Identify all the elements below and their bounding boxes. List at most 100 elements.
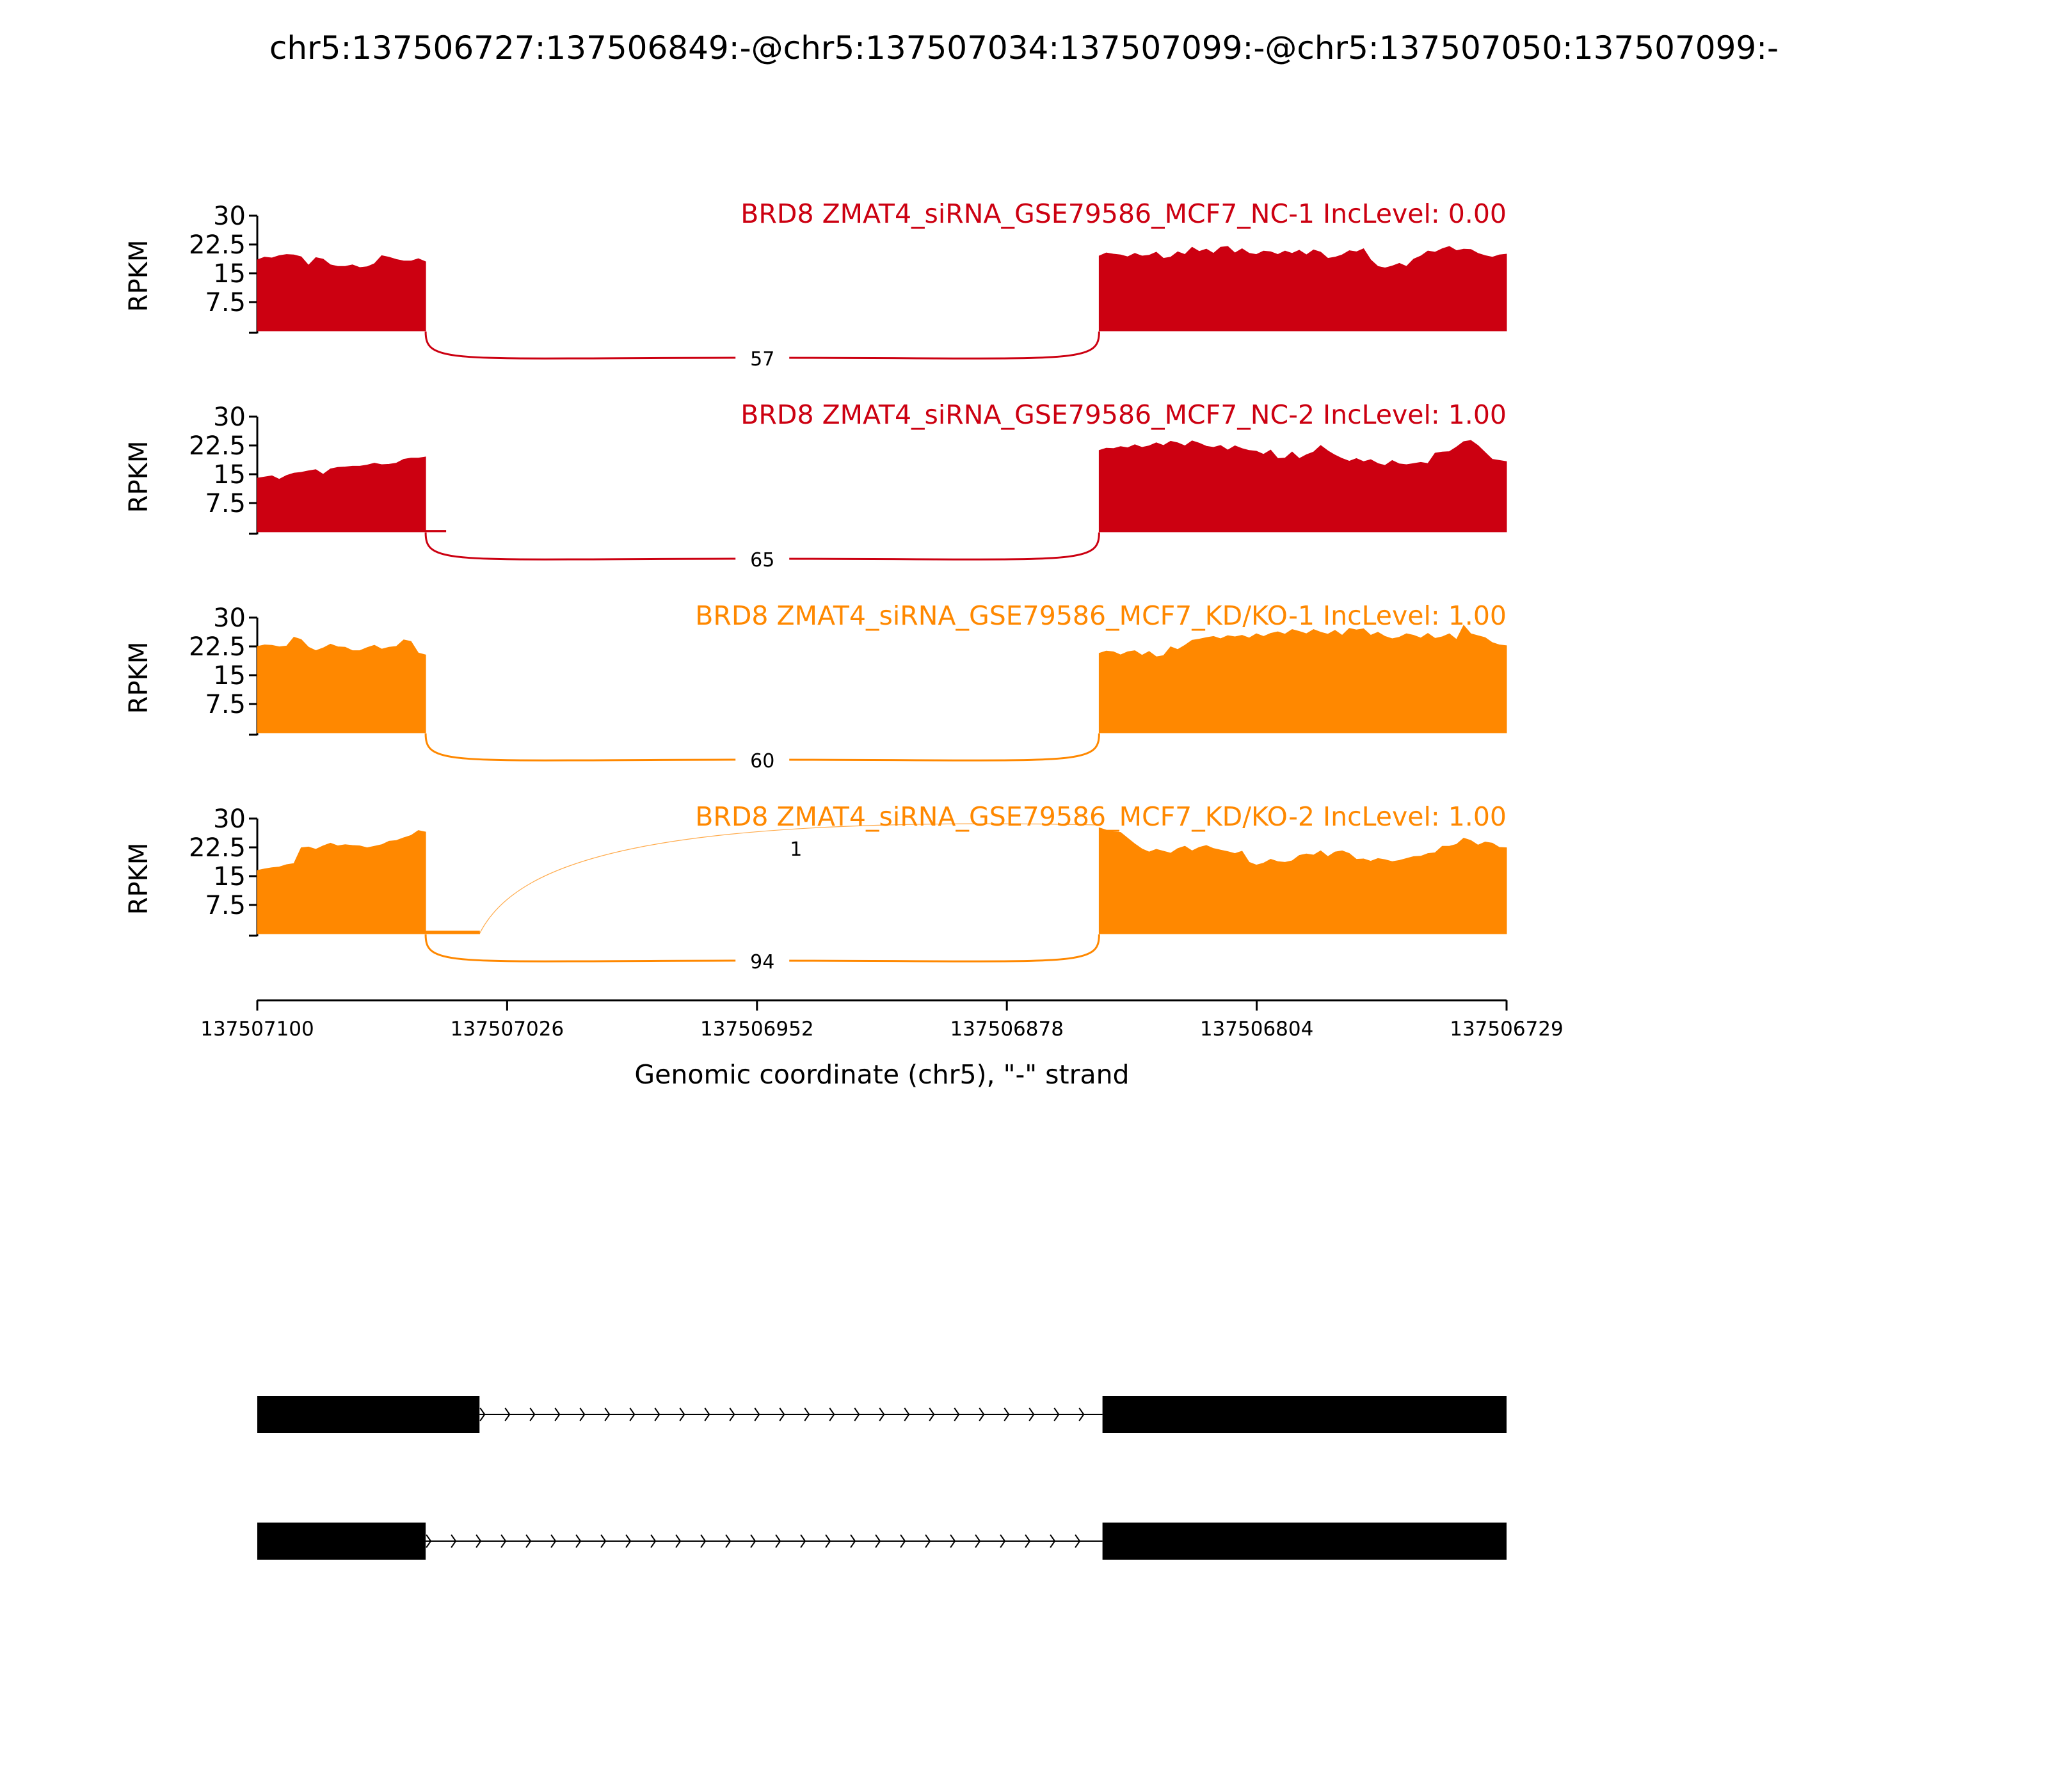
coverage-exon-lead [425, 530, 447, 532]
strand-arrow-mark [729, 1407, 735, 1421]
track-1-label: BRD8 ZMAT4_siRNA_GSE79586_MCF7_NC-1 IncL… [740, 198, 1507, 229]
strand-arrow-mark [704, 1407, 710, 1421]
y-tick-label: 30 [213, 202, 246, 231]
y-tick-label: 7.5 [205, 690, 246, 719]
strand-arrow-mark [426, 1534, 432, 1548]
y-tick-label: 30 [213, 604, 246, 633]
strand-arrow-mark [954, 1407, 960, 1421]
junction-count-label: 94 [750, 951, 774, 973]
strand-arrow-mark [750, 1534, 756, 1548]
strand-arrow-mark [600, 1534, 607, 1548]
strand-arrow-mark [550, 1534, 557, 1548]
y-axis-label: RPKM [124, 843, 154, 915]
coverage-exon-left [257, 254, 426, 332]
strand-arrow-mark [504, 1407, 511, 1421]
strand-arrow-mark [1000, 1534, 1006, 1548]
strand-arrow-mark [675, 1534, 682, 1548]
track-4: BRD8 ZMAT4_siRNA_GSE79586_MCF7_KD/KO-2 I… [124, 801, 1507, 973]
coverage-exon-lead [425, 931, 480, 934]
strand-arrow-mark [1025, 1534, 1031, 1548]
strand-arrow-mark [1004, 1407, 1010, 1421]
strand-arrow-mark [975, 1534, 981, 1548]
coverage-exon-left [257, 456, 426, 532]
strand-arrow-mark [775, 1534, 781, 1548]
strand-arrow-mark [625, 1534, 632, 1548]
junction-count-label: 57 [750, 348, 774, 371]
coverage-exon-left [257, 830, 426, 934]
figure-title: chr5:137506727:137506849:-@chr5:13750703… [269, 29, 1779, 67]
track-2: BRD8 ZMAT4_siRNA_GSE79586_MCF7_NC-2 IncL… [124, 399, 1507, 572]
y-axis-label: RPKM [124, 441, 154, 513]
x-tick-label: 137507026 [451, 1018, 564, 1041]
isoform-1 [257, 1396, 1507, 1433]
y-tick-label: 30 [213, 804, 246, 834]
y-tick-label: 15 [213, 460, 246, 490]
strand-arrow-mark [679, 1407, 685, 1421]
exon-block [257, 1523, 426, 1560]
x-axis-label: Genomic coordinate (chr5), "-" strand [634, 1059, 1129, 1090]
strand-arrow-mark [875, 1534, 881, 1548]
track-1: BRD8 ZMAT4_siRNA_GSE79586_MCF7_NC-1 IncL… [124, 198, 1507, 371]
junction-count-label: 1 [790, 838, 802, 861]
y-tick-label: 7.5 [205, 891, 246, 920]
track-2-label: BRD8 ZMAT4_siRNA_GSE79586_MCF7_NC-2 IncL… [740, 399, 1507, 430]
strand-arrow-mark [829, 1407, 835, 1421]
junction-count-box [735, 746, 790, 771]
strand-arrow-mark [1050, 1534, 1056, 1548]
track-3: BRD8 ZMAT4_siRNA_GSE79586_MCF7_KD/KO-1 I… [124, 600, 1507, 772]
y-tick-label: 15 [213, 862, 246, 892]
y-tick-label: 15 [213, 661, 246, 691]
track-3-label: BRD8 ZMAT4_siRNA_GSE79586_MCF7_KD/KO-1 I… [695, 600, 1507, 631]
strand-arrow-mark [579, 1407, 586, 1421]
junction-count-label: 60 [750, 750, 774, 772]
x-tick-label: 137506804 [1200, 1018, 1314, 1041]
strand-arrow-mark [500, 1534, 507, 1548]
y-axis-label: RPKM [124, 240, 154, 312]
strand-arrow-mark [754, 1407, 760, 1421]
strand-arrow-mark [825, 1534, 831, 1548]
strand-arrow-mark [879, 1407, 885, 1421]
coverage-exon-right [1098, 246, 1507, 332]
x-tick-label: 137506729 [1450, 1018, 1564, 1041]
y-tick-label: 7.5 [205, 288, 246, 317]
exon-block [1102, 1396, 1507, 1433]
strand-arrow-mark [529, 1407, 536, 1421]
isoform-2 [257, 1523, 1507, 1560]
coverage-exon-left [257, 637, 426, 733]
junction-count-box [735, 947, 790, 972]
strand-arrow-mark [1078, 1407, 1085, 1421]
strand-arrow-mark [979, 1407, 985, 1421]
strand-arrow-mark [650, 1534, 657, 1548]
gene-model [257, 1396, 1507, 1560]
strand-arrow-mark [854, 1407, 860, 1421]
y-tick-label: 22.5 [189, 431, 246, 461]
x-tick-label: 137506952 [700, 1018, 814, 1041]
strand-arrow-mark [925, 1534, 931, 1548]
y-tick-label: 15 [213, 259, 246, 289]
y-tick-label: 22.5 [189, 230, 246, 260]
y-tick-label: 7.5 [205, 489, 246, 518]
strand-arrow-mark [604, 1407, 611, 1421]
strand-arrow-mark [900, 1534, 906, 1548]
strand-arrow-mark [476, 1534, 482, 1548]
x-tick-label: 137506878 [950, 1018, 1064, 1041]
strand-arrow-mark [1053, 1407, 1060, 1421]
strand-arrow-mark [629, 1407, 636, 1421]
strand-arrow-mark [654, 1407, 660, 1421]
exon-block [1102, 1523, 1507, 1560]
x-axis: Genomic coordinate (chr5), "-" strand [257, 999, 1507, 1090]
junction-count-box [735, 545, 790, 570]
y-axis-label: RPKM [124, 642, 154, 714]
exon-block [257, 1396, 480, 1433]
junction-arc [479, 823, 1100, 934]
strand-arrow-mark [929, 1407, 935, 1421]
junction-count-box [769, 834, 823, 860]
strand-arrow-mark [1028, 1407, 1035, 1421]
strand-arrow-mark [904, 1407, 910, 1421]
strand-arrow-mark [800, 1534, 806, 1548]
strand-arrow-mark [725, 1534, 732, 1548]
track-4-label: BRD8 ZMAT4_siRNA_GSE79586_MCF7_KD/KO-2 I… [695, 801, 1507, 832]
coverage-exon-right [1098, 625, 1507, 733]
strand-arrow-mark [804, 1407, 810, 1421]
